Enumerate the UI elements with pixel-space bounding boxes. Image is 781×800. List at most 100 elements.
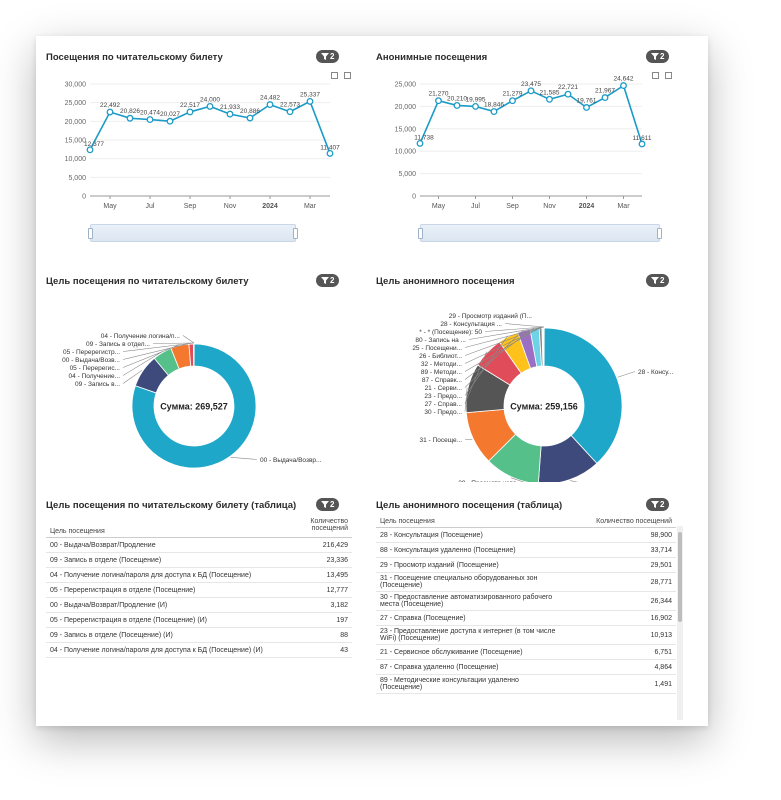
table-row[interactable]: 87 - Справка удаленно (Посещение) 4,864 [376, 660, 676, 675]
table-row[interactable]: 09 - Запись в отделе (Посещение) (И) 88 [46, 628, 352, 643]
range-navigator[interactable] [418, 224, 662, 242]
table-row[interactable]: 00 - Выдача/Возврат/Продление 216,429 [46, 538, 352, 553]
scrollbar-thumb[interactable] [678, 532, 682, 622]
column-header-goal[interactable]: Цель посещения [50, 528, 105, 535]
table-row[interactable]: 04 - Получение логина/пароля для доступа… [46, 643, 352, 658]
cell-goal: 30 - Предоставление автоматизированного … [380, 594, 553, 608]
table-row[interactable]: 21 - Сервисное обслуживание (Посещение) 6… [376, 645, 676, 660]
slice-label: 05 - Перерегис... [70, 365, 121, 372]
x-tick-label: Jul [471, 203, 480, 210]
slice-label: 31 - Посеще... [420, 437, 463, 444]
y-tick-label: 20,000 [395, 104, 417, 111]
panel-title: Цель посещения по читательскому билету (… [46, 500, 297, 511]
line-panel-anon: Анонимные посещения 2 0 5,000 10,000 15,000… [376, 50, 696, 252]
table-row[interactable]: 30 - Предоставление автоматизированного … [376, 592, 676, 611]
cell-goal: 21 - Сервисное обслуживание (Посещение) [380, 648, 523, 656]
chart-tools [652, 72, 672, 79]
filter-badge[interactable]: 2 [316, 274, 340, 287]
reset-zoom-icon[interactable] [344, 72, 351, 79]
slice-label: 26 - Библиот... [419, 352, 462, 360]
cell-count: 33,714 [650, 546, 672, 554]
table-body: 28 - Консультация (Посещение) 98,900 88 - … [376, 528, 676, 694]
slice-label: 09 - Запись в отдел... [86, 341, 150, 348]
donut-chart-reader: Сумма: 269,527 00 - Выдача/Возвр... 09 - З… [62, 333, 322, 469]
navigator-handle-left[interactable] [418, 228, 423, 239]
zoom-icon[interactable] [652, 72, 659, 79]
cell-count: 98,900 [650, 531, 672, 539]
slice-label: 21 - Серви... [425, 385, 463, 392]
navigator-handle-left[interactable] [88, 228, 93, 239]
x-tick-label: Mar [617, 203, 630, 210]
y-tick-label: 10,000 [395, 149, 417, 156]
data-label: 21,270 [429, 91, 449, 98]
data-label: 25,337 [300, 91, 320, 98]
table-row[interactable]: 00 - Выдача/Возврат/Продление (И) 3,182 [46, 598, 352, 613]
filter-badge[interactable]: 2 [646, 50, 670, 63]
data-label: 21,279 [503, 91, 523, 98]
slice-label: 25 - Посещени... [412, 345, 462, 352]
table-row[interactable]: 27 - Справка (Посещение) 16,902 [376, 611, 676, 626]
panel-title: Цель посещения по читательскому билету [46, 276, 249, 287]
table-row[interactable]: 04 - Получение логина/пароля для доступа… [46, 568, 352, 583]
chart-tools [331, 72, 351, 79]
x-tick-label: Nov [543, 203, 556, 210]
data-point [472, 102, 479, 110]
filter-badge[interactable]: 2 [646, 498, 670, 511]
slice-label: 23 - Предо... [424, 393, 462, 400]
table-row[interactable]: 88 - Консультация удаленно (Посещение) 33… [376, 543, 676, 558]
slice-label: 30 - Предо... [424, 409, 462, 416]
cell-count: 197 [336, 616, 348, 624]
table-row[interactable]: 28 - Консультация (Посещение) 98,900 [376, 528, 676, 543]
filter-badge[interactable]: 2 [316, 498, 340, 511]
table-row[interactable]: 31 - Посещение специально оборудованных … [376, 573, 676, 592]
table-row[interactable]: 09 - Запись в отделе (Посещение) 23,336 [46, 553, 352, 568]
filter-badge[interactable]: 2 [646, 274, 670, 287]
column-header-goal[interactable]: Цель посещения [380, 518, 435, 525]
table-row[interactable]: 23 - Предоставление доступа к интернет (… [376, 626, 676, 645]
table-row[interactable]: 05 - Перерегистрация в отделе (Посещение… [46, 613, 352, 628]
column-header-count[interactable]: Количество посещений [310, 518, 348, 532]
leader-line [569, 480, 579, 482]
leader-line [464, 326, 544, 356]
data-point [326, 149, 334, 157]
filter-icon [321, 501, 329, 508]
y-tick-label: 20,000 [65, 119, 87, 126]
slice-label: 04 - Получение... [69, 373, 121, 380]
range-navigator[interactable] [88, 224, 298, 242]
leader-line [122, 342, 194, 352]
filter-badge[interactable]: 2 [316, 50, 340, 63]
table-scrollbar[interactable] [677, 526, 683, 720]
navigator-handle-right[interactable] [293, 228, 298, 239]
slice-label: 29 - Просмотр изда... [458, 480, 522, 482]
data-label: 11,611 [633, 135, 652, 142]
filter-icon [651, 501, 659, 508]
navigator-handle-right[interactable] [657, 228, 662, 239]
data-point [126, 114, 134, 122]
table-row[interactable]: 05 - Перерегистрация в отделе (Посещение… [46, 583, 352, 598]
table-row[interactable]: 89 - Методические консультации удаленно … [376, 675, 676, 694]
leader-line [122, 369, 143, 384]
reset-zoom-icon[interactable] [665, 72, 672, 79]
data-point [490, 108, 498, 116]
cell-count: 23,336 [326, 556, 348, 564]
data-label: 22,517 [180, 102, 200, 109]
data-point [453, 102, 461, 109]
slice-label: 89 - Методи... [421, 369, 462, 376]
x-tick-label: 2024 [262, 203, 278, 210]
data-point [564, 90, 572, 98]
cell-goal: 09 - Запись в отделе (Посещение) [50, 556, 162, 564]
leader-line [464, 326, 543, 364]
x-tick-label: Nov [224, 203, 237, 210]
column-header-count[interactable]: Количество посещений [596, 518, 672, 525]
data-label: 21,933 [220, 104, 240, 111]
data-point [546, 95, 553, 103]
filter-icon [651, 277, 659, 284]
cell-count: 28,771 [650, 578, 672, 586]
cell-goal: 31 - Посещение специально оборудованных … [380, 575, 538, 589]
y-tick-label: 5,000 [398, 171, 416, 178]
zoom-icon[interactable] [331, 72, 338, 79]
data-label: 12,377 [84, 141, 104, 148]
slice-label: 27 - Справ... [425, 401, 463, 408]
table-row[interactable]: 29 - Просмотр изданий (Посещение) 29,501 [376, 558, 676, 573]
x-tick-label: Sep [506, 203, 519, 210]
